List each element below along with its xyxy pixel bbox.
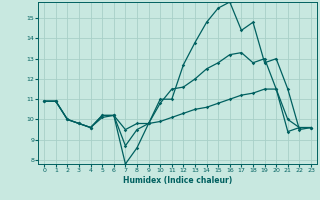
X-axis label: Humidex (Indice chaleur): Humidex (Indice chaleur) (123, 176, 232, 185)
